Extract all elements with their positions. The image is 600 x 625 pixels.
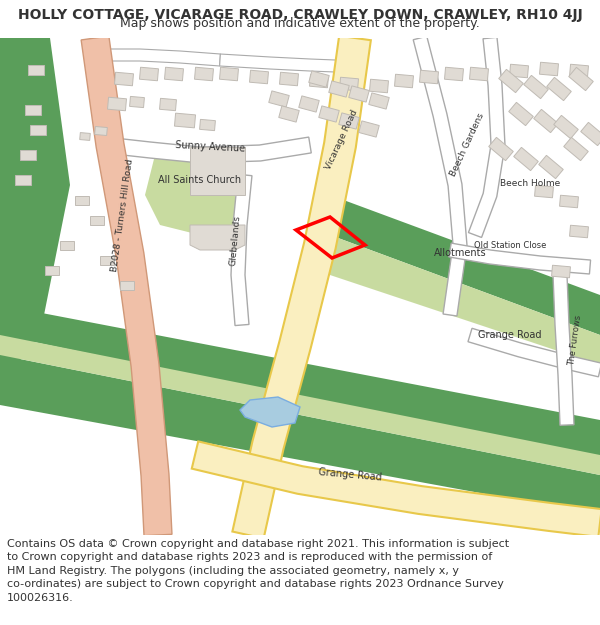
Text: Beech Gardens: Beech Gardens (448, 112, 485, 178)
Polygon shape (569, 68, 593, 91)
Polygon shape (107, 98, 127, 111)
Polygon shape (319, 106, 339, 122)
Polygon shape (250, 70, 268, 84)
Polygon shape (569, 225, 589, 238)
Polygon shape (220, 68, 238, 81)
Polygon shape (489, 138, 513, 161)
Polygon shape (160, 98, 176, 111)
Polygon shape (340, 78, 358, 91)
Polygon shape (81, 36, 172, 536)
Polygon shape (310, 74, 328, 88)
Polygon shape (564, 138, 588, 161)
Polygon shape (60, 241, 74, 250)
Polygon shape (299, 96, 319, 112)
Polygon shape (0, 335, 600, 475)
Text: B2028 - Turners Hill Road: B2028 - Turners Hill Road (110, 158, 134, 272)
Polygon shape (232, 36, 371, 539)
Polygon shape (419, 70, 439, 84)
Polygon shape (0, 38, 70, 385)
Polygon shape (524, 76, 548, 99)
Text: Vicarage Road: Vicarage Road (324, 109, 360, 171)
Text: Sunny Avenue: Sunny Avenue (175, 140, 245, 154)
Polygon shape (279, 106, 299, 122)
Polygon shape (100, 49, 220, 66)
Polygon shape (499, 69, 523, 92)
Polygon shape (554, 116, 578, 139)
Polygon shape (190, 147, 245, 195)
Polygon shape (164, 68, 184, 81)
Polygon shape (339, 113, 359, 129)
Polygon shape (194, 68, 214, 81)
Polygon shape (104, 137, 311, 163)
Polygon shape (468, 328, 600, 377)
Polygon shape (329, 81, 349, 97)
Polygon shape (551, 265, 571, 278)
Polygon shape (192, 441, 600, 537)
Polygon shape (449, 243, 590, 274)
Polygon shape (100, 256, 114, 265)
Text: Grange Road: Grange Road (478, 330, 542, 340)
Text: Contains OS data © Crown copyright and database right 2021. This information is : Contains OS data © Crown copyright and d… (7, 539, 509, 603)
Polygon shape (509, 102, 533, 126)
Polygon shape (15, 175, 31, 185)
Polygon shape (445, 68, 463, 81)
Polygon shape (560, 195, 578, 208)
Polygon shape (349, 86, 369, 102)
Polygon shape (130, 96, 145, 108)
Polygon shape (280, 72, 298, 86)
Polygon shape (220, 54, 360, 73)
Polygon shape (0, 355, 600, 515)
Polygon shape (534, 109, 558, 132)
Polygon shape (120, 281, 134, 290)
Polygon shape (95, 126, 107, 136)
Polygon shape (190, 225, 245, 250)
Text: Beech Holme: Beech Holme (500, 179, 560, 187)
Polygon shape (395, 74, 413, 88)
Polygon shape (25, 105, 41, 115)
Polygon shape (547, 78, 571, 101)
Polygon shape (240, 397, 300, 427)
Polygon shape (330, 195, 600, 335)
Polygon shape (539, 156, 563, 179)
Polygon shape (145, 155, 235, 235)
Polygon shape (0, 305, 600, 460)
Polygon shape (90, 216, 104, 225)
Polygon shape (20, 150, 36, 160)
Polygon shape (581, 122, 600, 146)
Polygon shape (514, 148, 538, 171)
Polygon shape (115, 72, 133, 86)
Polygon shape (269, 91, 289, 107)
Polygon shape (80, 132, 90, 141)
Text: Glebelands: Glebelands (229, 214, 242, 266)
Text: Map shows position and indicative extent of the property.: Map shows position and indicative extent… (120, 17, 480, 29)
Polygon shape (309, 71, 329, 87)
Polygon shape (28, 65, 44, 75)
Polygon shape (370, 79, 388, 92)
Text: Allotments: Allotments (434, 248, 487, 258)
Polygon shape (30, 125, 46, 135)
Polygon shape (330, 235, 600, 365)
Polygon shape (231, 174, 252, 326)
Polygon shape (569, 64, 589, 78)
Text: All Saints Church: All Saints Church (158, 175, 242, 185)
Polygon shape (535, 185, 553, 198)
Text: The Furrows: The Furrows (567, 314, 583, 366)
Text: HOLLY COTTAGE, VICARAGE ROAD, CRAWLEY DOWN, CRAWLEY, RH10 4JJ: HOLLY COTTAGE, VICARAGE ROAD, CRAWLEY DO… (17, 8, 583, 22)
Polygon shape (470, 68, 488, 81)
Text: Old Station Close: Old Station Close (474, 241, 546, 249)
Polygon shape (359, 121, 379, 137)
Polygon shape (0, 185, 55, 385)
Polygon shape (539, 62, 559, 76)
Text: Grange Road: Grange Road (318, 468, 382, 482)
Polygon shape (413, 36, 467, 316)
Polygon shape (469, 38, 505, 238)
Polygon shape (140, 68, 158, 81)
Polygon shape (553, 275, 574, 425)
Polygon shape (509, 64, 529, 78)
Polygon shape (369, 93, 389, 109)
Polygon shape (75, 196, 89, 205)
Polygon shape (175, 113, 196, 128)
Polygon shape (45, 266, 59, 275)
Polygon shape (200, 119, 215, 131)
